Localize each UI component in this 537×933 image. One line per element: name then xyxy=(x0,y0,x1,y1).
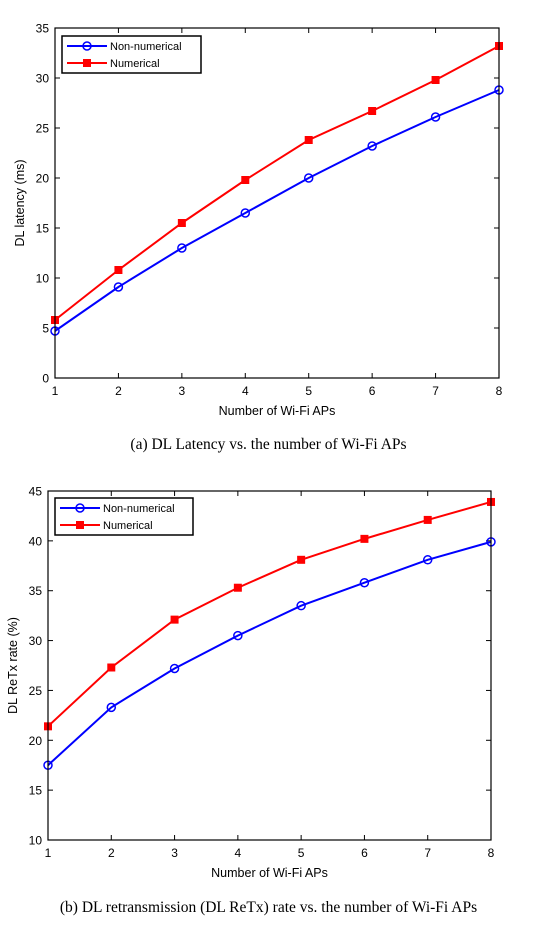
series-line-non-numerical xyxy=(47,540,492,766)
data-point-non-numerical xyxy=(430,112,441,122)
y-tick-label: 35 xyxy=(36,22,50,36)
x-tick-label: 5 xyxy=(305,384,312,398)
data-point-non-numerical xyxy=(177,243,187,253)
x-tick-label: 5 xyxy=(298,846,305,860)
x-tick-label: 2 xyxy=(108,846,115,860)
legend-label-non-numerical: Non-numerical xyxy=(103,503,175,515)
y-tick-label: 35 xyxy=(29,584,43,598)
data-point-non-numerical xyxy=(422,555,433,565)
y-tick-label: 15 xyxy=(36,222,50,236)
y-tick-label: 20 xyxy=(29,734,43,748)
plot-frame xyxy=(47,490,492,841)
y-tick-label: 20 xyxy=(36,172,50,186)
data-point-numerical xyxy=(368,107,377,115)
x-tick-label: 7 xyxy=(432,384,439,398)
x-tick-label: 8 xyxy=(488,846,495,860)
data-point-numerical xyxy=(177,219,186,227)
y-tick-label: 40 xyxy=(29,534,43,548)
y-tick-label: 45 xyxy=(29,485,43,499)
data-point-non-numerical xyxy=(303,173,314,183)
plot-frame xyxy=(54,27,500,379)
series-line-numerical xyxy=(54,45,500,321)
y-tick-label: 30 xyxy=(36,72,50,86)
legend-marker-numerical xyxy=(76,521,84,529)
x-tick-label: 6 xyxy=(369,384,376,398)
x-tick-label: 6 xyxy=(361,846,368,860)
x-axis-title: Number of Wi-Fi APs xyxy=(211,866,328,880)
y-tick-label: 15 xyxy=(29,784,43,798)
data-point-non-numerical xyxy=(233,630,243,641)
data-point-numerical xyxy=(297,555,306,564)
x-tick-label: 7 xyxy=(424,846,431,860)
x-tick-label: 1 xyxy=(52,384,59,398)
data-point-numerical xyxy=(107,663,116,672)
x-tick-label: 4 xyxy=(235,846,242,860)
x-tick-label: 3 xyxy=(171,846,178,860)
series-line-numerical xyxy=(47,501,492,728)
data-point-numerical xyxy=(431,76,440,84)
data-point-non-numerical xyxy=(169,663,180,674)
figure-dl-retx-rate: 1 2 3 4 5 6 7 8 10 15 20 25 30 35 40 45 Number of Wi-Fi … xyxy=(0,472,537,933)
x-axis-title: Number of Wi-Fi APs xyxy=(219,404,336,418)
caption-dl-retx-rate: (b) DL retransmission (DL ReTx) rate vs.… xyxy=(59,899,478,916)
legend-label-numerical: Numerical xyxy=(103,520,153,532)
caption-dl-latency: (a) DL Latency vs. the number of Wi-Fi A… xyxy=(130,436,407,453)
legend-marker-numerical xyxy=(83,59,91,67)
y-tick-label: 25 xyxy=(29,684,43,698)
y-axis-title: DL ReTx rate (%) xyxy=(6,617,20,714)
data-point-numerical xyxy=(114,266,123,274)
figure-dl-latency: 1 2 3 4 5 6 7 8 0 5 10 15 20 25 30 35 Number of Wi-Fi AP… xyxy=(0,0,537,460)
legend-marker-non-numerical xyxy=(75,503,85,513)
legend-label-non-numerical: Non-numerical xyxy=(110,41,182,53)
x-tick-label: 4 xyxy=(242,384,249,398)
legend-marker-non-numerical xyxy=(82,41,92,51)
x-tick-label: 3 xyxy=(179,384,186,398)
series-line-non-numerical xyxy=(54,89,500,332)
data-point-numerical xyxy=(241,176,250,184)
y-axis-title: DL latency (ms) xyxy=(13,159,27,246)
y-tick-label: 10 xyxy=(36,272,50,286)
data-point-non-numerical xyxy=(106,702,117,713)
x-tick-label: 1 xyxy=(45,846,52,860)
x-tick-label: 2 xyxy=(115,384,122,398)
chart-dl-latency: 1 2 3 4 5 6 7 8 0 5 10 15 20 25 30 35 Number of Wi-Fi AP… xyxy=(13,22,504,418)
y-tick-label: 10 xyxy=(29,834,43,848)
plot-area xyxy=(48,491,491,840)
data-point-non-numerical xyxy=(296,600,306,611)
data-point-numerical xyxy=(304,136,313,144)
legend-label-numerical: Numerical xyxy=(110,58,160,70)
plot-area xyxy=(55,28,499,378)
y-tick-label: 0 xyxy=(42,372,49,386)
data-point-non-numerical xyxy=(367,141,377,151)
x-tick-label: 8 xyxy=(496,384,503,398)
data-point-numerical xyxy=(233,583,242,592)
y-tick-label: 30 xyxy=(29,634,43,648)
data-point-non-numerical xyxy=(240,208,251,218)
data-point-numerical xyxy=(423,515,432,524)
data-point-non-numerical xyxy=(359,577,370,588)
data-point-non-numerical xyxy=(113,282,124,292)
data-point-numerical xyxy=(170,615,179,624)
data-point-numerical xyxy=(360,534,369,543)
y-tick-label: 5 xyxy=(42,322,49,336)
y-tick-label: 25 xyxy=(36,122,50,136)
